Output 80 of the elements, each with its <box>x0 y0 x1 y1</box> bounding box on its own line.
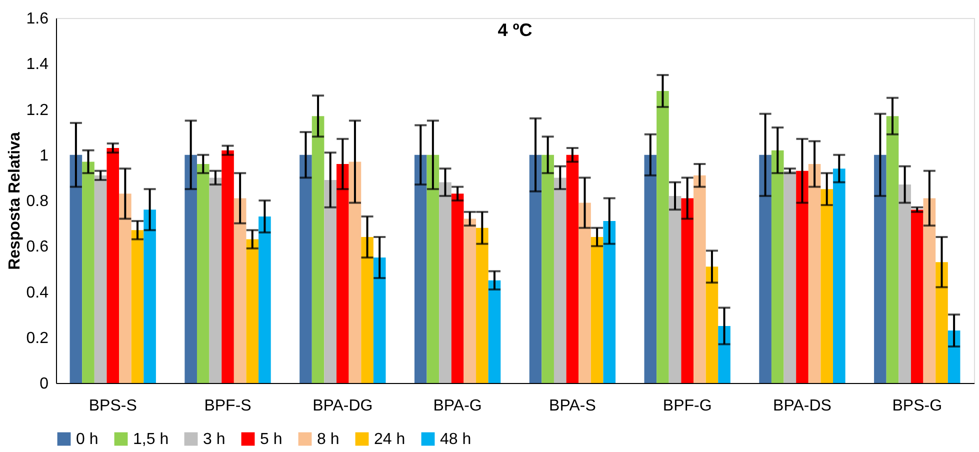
y-tick-label: 1.2 <box>26 102 49 119</box>
bar <box>590 237 604 383</box>
y-tick-label: 1.4 <box>26 56 49 74</box>
bar <box>439 182 452 383</box>
legend-label: 24 h <box>374 431 406 448</box>
bar <box>656 91 669 383</box>
bar <box>234 198 246 383</box>
bar <box>361 237 374 383</box>
x-tick-label: BPF-S <box>204 398 252 414</box>
legend-label: 48 h <box>440 431 472 448</box>
bar <box>668 196 682 383</box>
bar <box>222 150 234 383</box>
bar <box>70 154 82 383</box>
bar <box>258 216 271 383</box>
bar <box>578 202 591 383</box>
bar <box>336 164 349 383</box>
legend-label: 3 h <box>203 431 226 448</box>
bar <box>681 198 694 383</box>
bar <box>529 154 542 383</box>
bar <box>936 262 948 383</box>
y-tick-label: 0.6 <box>26 238 49 256</box>
x-tick-label: BPA-G <box>433 398 482 414</box>
bar <box>718 326 730 383</box>
bar <box>542 154 554 383</box>
x-tick-label: BPA-DS <box>773 398 832 414</box>
x-tick-label: BPS-G <box>892 398 942 414</box>
bar <box>488 280 501 383</box>
bar <box>874 154 886 383</box>
bar <box>144 210 156 383</box>
bar <box>464 218 476 383</box>
bar <box>324 180 337 383</box>
y-tick-label: 0.8 <box>26 193 49 210</box>
bar <box>886 116 899 383</box>
bar <box>414 154 427 383</box>
bar <box>796 170 808 383</box>
y-tick-label: 0.2 <box>26 330 49 347</box>
legend-label: 5 h <box>260 431 282 448</box>
bar <box>246 239 259 383</box>
legend-label: 0 h <box>76 431 98 448</box>
bar <box>312 116 324 383</box>
bar <box>820 189 834 383</box>
bar <box>451 194 464 383</box>
bar <box>554 178 566 383</box>
bar <box>833 168 846 383</box>
bar <box>898 184 911 383</box>
bar <box>209 178 222 383</box>
bar <box>373 258 386 383</box>
bar <box>82 162 94 383</box>
bar <box>119 194 132 383</box>
bar <box>759 154 772 383</box>
bar <box>476 228 488 383</box>
legend-label: 8 h <box>317 431 340 448</box>
bar <box>948 330 960 383</box>
bar <box>923 198 936 383</box>
bar <box>300 154 312 383</box>
bar <box>603 221 616 383</box>
bar <box>94 175 107 383</box>
bar <box>771 150 784 383</box>
x-tick-label: BPA-S <box>549 398 596 414</box>
bar <box>131 230 144 383</box>
x-tick-label: BPS-S <box>88 398 137 414</box>
y-axis-title: Resposta Relativa <box>6 132 24 270</box>
y-tick-label: 0 <box>40 376 49 392</box>
legend-label: 1,5 h <box>133 431 169 448</box>
bar <box>196 164 210 383</box>
bar <box>106 148 120 383</box>
bar <box>184 154 197 383</box>
bar <box>348 162 362 383</box>
bar <box>566 154 579 383</box>
x-tick-label: BPF-G <box>662 398 712 414</box>
bar <box>808 164 821 383</box>
bar <box>693 175 706 383</box>
bar <box>706 266 718 383</box>
y-tick-label: 0.4 <box>26 284 49 302</box>
y-tick-label: 1 <box>40 147 49 164</box>
x-tick-label: BPA-DG <box>312 398 373 414</box>
bar <box>426 154 440 383</box>
bar <box>644 154 657 383</box>
chart-title: 4 ºC <box>498 20 532 40</box>
y-tick-label: 1.6 <box>26 10 49 28</box>
